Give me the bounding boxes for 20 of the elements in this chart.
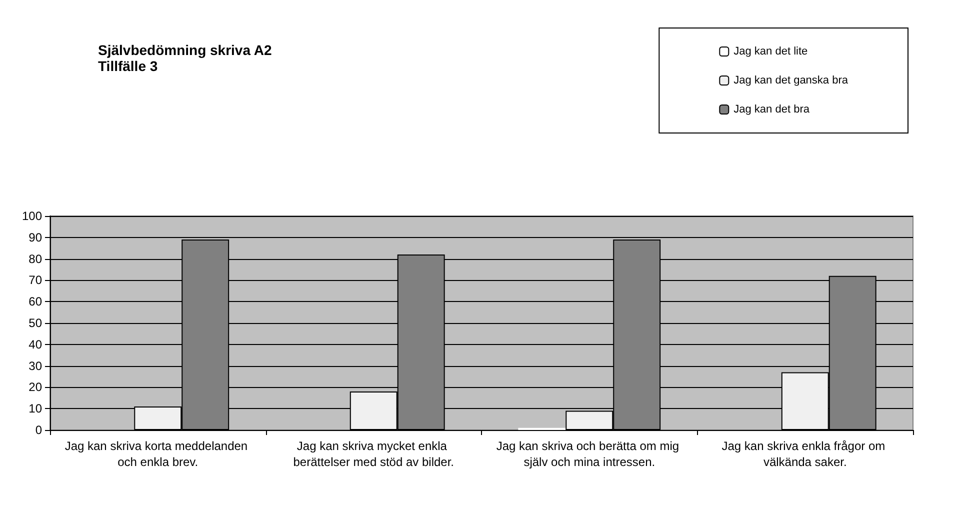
y-tick-label: 70	[28, 273, 42, 288]
y-tick-label: 60	[28, 294, 42, 309]
chart-subtitle: Tillfälle 3	[98, 58, 158, 74]
y-tick-label: 100	[22, 209, 42, 223]
legend-label: Jag kan det lite	[734, 46, 808, 58]
legend-label: Jag kan det bra	[734, 104, 810, 116]
y-tick-label: 20	[28, 380, 42, 394]
y-tick-label: 30	[28, 358, 42, 373]
y-tick-label: 50	[28, 316, 42, 330]
x-tick-label: Jag kan skriva mycket enkla berättelser med stöd av bilder.	[293, 439, 454, 469]
y-tick-label: 90	[28, 230, 42, 244]
x-tick-label: Jag kan skriva korta meddelanden och enkla brev.	[64, 439, 251, 469]
y-tick-label: 80	[28, 252, 42, 266]
chart-title: Självbedömning skriva A2	[98, 42, 272, 58]
y-tick-label: 40	[28, 337, 42, 352]
y-tick-label: 10	[28, 402, 42, 416]
x-tick-label: Jag kan skriva enkla frågor om välkända saker.	[722, 439, 888, 469]
legend-label: Jag kan det ganska bra	[734, 74, 849, 86]
y-tick-label: 0	[35, 423, 42, 437]
x-tick-label: Jag kan skriva och berätta om mig själv och mina intressen.	[496, 439, 682, 469]
